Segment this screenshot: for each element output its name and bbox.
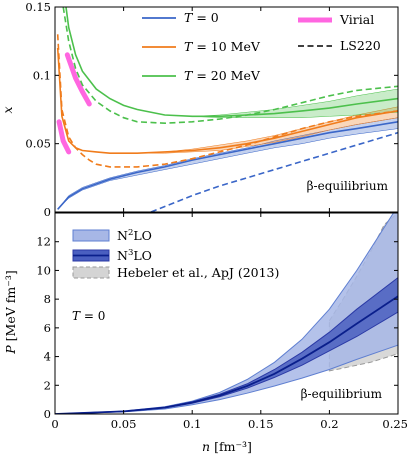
- top-legend: T = 0 T = 10 MeV T = 20 MeV Virial LS220: [142, 10, 381, 83]
- bottom-x-ticks: 0 0.05 0.1 0.15 0.2 0.25: [51, 213, 408, 431]
- band-t-0: [57, 117, 398, 210]
- legend-label-t20: T = 20 MeV: [184, 68, 261, 83]
- series-t-10-mev: [56, 47, 398, 154]
- band-n-lo: [55, 213, 398, 414]
- bottom-legend: N2LO N3LO Hebeler et al., ApJ (2013): [72, 228, 279, 280]
- top-x-ticks: [54, 7, 399, 212]
- bottom-y-tick-label: 6: [44, 321, 51, 335]
- bottom-plot-area: [55, 213, 398, 414]
- bottom-annotation-t0: T = 0: [72, 309, 105, 323]
- legend-swatch-hebeler: [72, 266, 110, 279]
- x-tick-label: 0.1: [183, 417, 201, 431]
- legend-label-t0: T = 0: [184, 10, 219, 25]
- top-axes-frame: [54, 6, 399, 213]
- series-ls220-t-20-mev: [62, 7, 398, 125]
- bottom-y-tick-label: 4: [44, 350, 51, 364]
- x-tick-label: 0.25: [382, 417, 408, 431]
- top-y-tick-label: 0.15: [25, 0, 51, 14]
- top-lines: [56, 7, 398, 212]
- bottom-axes-frame: [54, 212, 399, 415]
- bottom-annotation-beta-equilibrium: β-equilibrium: [301, 387, 383, 401]
- top-plot-area: [56, 7, 398, 212]
- series-ls220-t-10-mev: [56, 34, 398, 168]
- x-tick-label: 0.2: [320, 417, 338, 431]
- series-virial-0: [56, 119, 72, 155]
- x-tick-label: 0.05: [111, 417, 137, 431]
- top-y-tick-label: 0.1: [33, 68, 51, 82]
- x-tick-label: 0: [51, 417, 58, 431]
- legend-label-n2lo: N2LO: [117, 228, 152, 243]
- bottom-panel: 0 2 4 6 8 10 12 0 0.05 0.1 0.15 0.2 0.25 P [MeV fm⁻…: [3, 212, 408, 454]
- bottom-y-ticks: 0 2 4 6 8 10 12: [36, 235, 398, 421]
- top-panel: 0 0.05 0.1 0.15 x T = 0 T = 10 MeV T = 20 M…: [0, 0, 399, 219]
- legend-label-ls220: LS220: [340, 38, 381, 53]
- bottom-y-tick-label: 8: [44, 292, 51, 306]
- top-y-tick-label: 0: [44, 205, 51, 219]
- legend-label-hebeler: Hebeler et al., ApJ (2013): [117, 265, 279, 280]
- x-axis-label: n [fm⁻³]: [202, 439, 252, 454]
- series-t-0: [57, 121, 398, 210]
- bottom-y-tick-label: 10: [36, 263, 51, 277]
- band-n-lo: [55, 276, 398, 414]
- bottom-y-tick-label: 12: [36, 235, 51, 249]
- bottom-y-tick-label: 2: [44, 378, 51, 392]
- top-annotation-beta-equilibrium: β-equilibrium: [307, 179, 389, 193]
- bottom-y-tick-label: 0: [44, 407, 51, 421]
- legend-swatch-n2lo: [72, 229, 110, 242]
- legend-label-n3lo: N3LO: [117, 248, 152, 263]
- legend-label-t10: T = 10 MeV: [184, 39, 261, 54]
- series-virial-1: [64, 52, 92, 107]
- top-y-axis-label: x: [0, 106, 15, 113]
- x-tick-label: 0.15: [248, 417, 274, 431]
- top-y-ticks: 0 0.05 0.1 0.15: [25, 0, 398, 219]
- series-ls220-t-0: [150, 131, 398, 212]
- legend-label-virial: Virial: [339, 12, 374, 27]
- bottom-y-axis-label: P [MeV fm⁻³]: [3, 270, 18, 354]
- bottom-lines: [55, 295, 398, 414]
- series-n-lo-central: [55, 295, 398, 414]
- top-y-tick-label: 0.05: [25, 137, 51, 151]
- series-t-20-mev: [65, 7, 398, 118]
